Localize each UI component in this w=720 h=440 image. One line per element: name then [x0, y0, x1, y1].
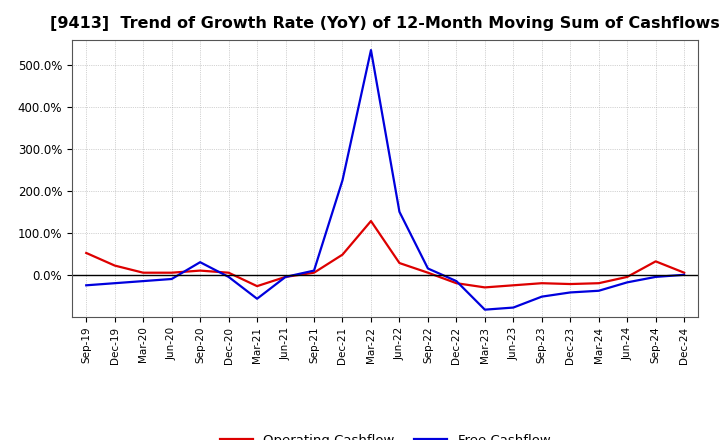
- Free Cashflow: [82, 282, 91, 288]
- Free Cashflow: [652, 274, 660, 279]
- Operating Cashflow: [167, 270, 176, 275]
- Free Cashflow: [110, 281, 119, 286]
- Line: Free Cashflow: Free Cashflow: [86, 50, 684, 310]
- Free Cashflow: [366, 48, 375, 53]
- Operating Cashflow: [595, 281, 603, 286]
- Operating Cashflow: [310, 270, 318, 275]
- Operating Cashflow: [480, 285, 489, 290]
- Free Cashflow: [282, 274, 290, 279]
- Free Cashflow: [623, 280, 631, 285]
- Free Cashflow: [167, 276, 176, 282]
- Operating Cashflow: [623, 274, 631, 279]
- Operating Cashflow: [282, 274, 290, 279]
- Operating Cashflow: [253, 283, 261, 289]
- Free Cashflow: [310, 268, 318, 273]
- Free Cashflow: [480, 307, 489, 312]
- Legend: Operating Cashflow, Free Cashflow: Operating Cashflow, Free Cashflow: [215, 429, 556, 440]
- Operating Cashflow: [139, 270, 148, 275]
- Operating Cashflow: [452, 281, 461, 286]
- Operating Cashflow: [82, 250, 91, 256]
- Operating Cashflow: [509, 282, 518, 288]
- Operating Cashflow: [196, 268, 204, 273]
- Free Cashflow: [509, 305, 518, 310]
- Free Cashflow: [253, 296, 261, 301]
- Operating Cashflow: [395, 260, 404, 266]
- Operating Cashflow: [537, 281, 546, 286]
- Free Cashflow: [680, 272, 688, 278]
- Free Cashflow: [452, 279, 461, 284]
- Free Cashflow: [395, 209, 404, 214]
- Operating Cashflow: [423, 270, 432, 275]
- Operating Cashflow: [338, 252, 347, 257]
- Free Cashflow: [566, 290, 575, 295]
- Operating Cashflow: [225, 270, 233, 275]
- Free Cashflow: [338, 178, 347, 183]
- Operating Cashflow: [366, 218, 375, 224]
- Operating Cashflow: [566, 282, 575, 287]
- Free Cashflow: [423, 266, 432, 271]
- Operating Cashflow: [652, 259, 660, 264]
- Free Cashflow: [139, 279, 148, 284]
- Operating Cashflow: [680, 270, 688, 275]
- Free Cashflow: [595, 288, 603, 293]
- Title: [9413]  Trend of Growth Rate (YoY) of 12-Month Moving Sum of Cashflows: [9413] Trend of Growth Rate (YoY) of 12-…: [50, 16, 720, 32]
- Free Cashflow: [537, 294, 546, 299]
- Free Cashflow: [225, 274, 233, 279]
- Free Cashflow: [196, 260, 204, 265]
- Operating Cashflow: [110, 263, 119, 268]
- Line: Operating Cashflow: Operating Cashflow: [86, 221, 684, 287]
